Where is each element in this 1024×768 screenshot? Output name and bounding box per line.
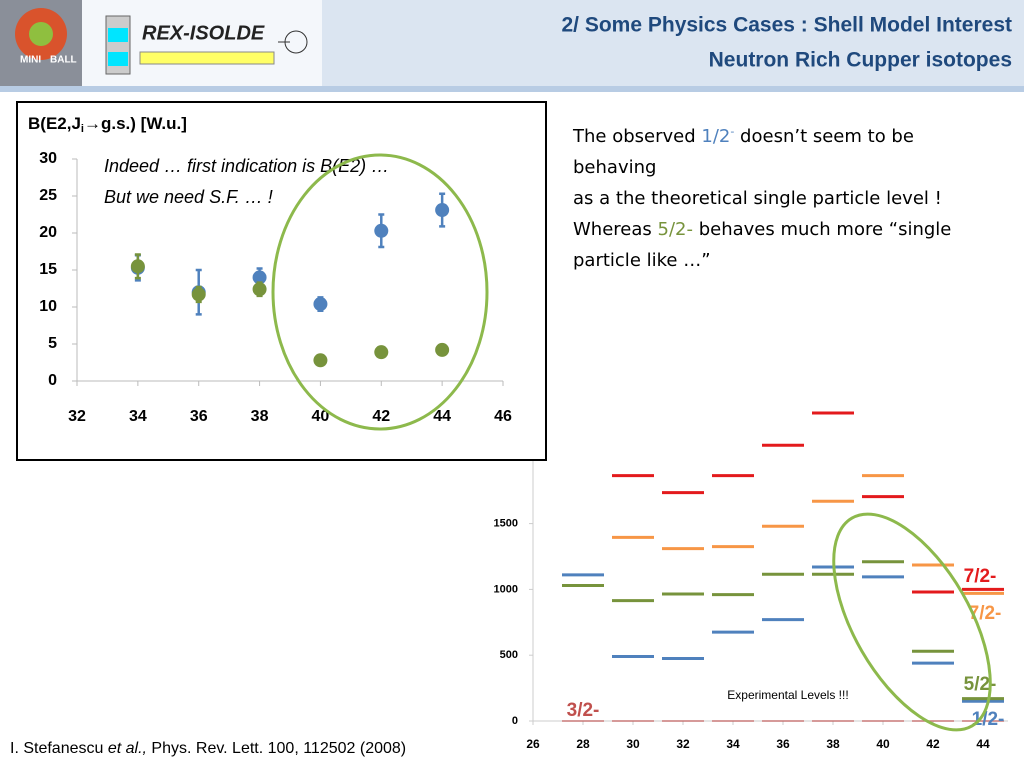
x-tick-label: 44: [433, 408, 451, 425]
be2-chart: 0 5 10 15 20 25 30 32 34 36 38 40 42 44 46: [39, 150, 512, 425]
citation: I. Stefanescu et al., Phys. Rev. Lett. 1…: [10, 740, 406, 758]
x-tick-label: 32: [676, 737, 690, 751]
y-tick-label: 0: [48, 372, 57, 389]
x-tick-label: 36: [776, 737, 790, 751]
data-point: [374, 345, 389, 360]
x-tick-label: 42: [372, 408, 390, 425]
x-tick-label: 38: [826, 737, 840, 751]
x-tick-label: 30: [626, 737, 640, 751]
y-tick-label: 1000: [494, 583, 518, 595]
text: The observed: [573, 126, 702, 147]
slide-title: Neutron Rich Cupper isotopes: [709, 49, 1012, 72]
text: behaving: [573, 157, 657, 178]
y-tick-label: 30: [39, 150, 57, 167]
legend-label: 7/2-: [964, 566, 997, 587]
level-chart: 0 500 1000 1500 26 28 30 32 34 36 38 40 42 44 3/2- 1/2-…: [494, 392, 1008, 751]
x-tick-label: 36: [190, 408, 208, 425]
x-tick-label: 46: [494, 408, 512, 425]
title-part: →g.s.) [W.u.]: [84, 114, 187, 133]
text: Phys. Rev. Lett. 100, 112502 (2008): [146, 740, 407, 757]
rex-block: [108, 52, 128, 66]
rex-linac: [139, 51, 275, 65]
rex-block: [108, 28, 128, 42]
y-tick-label: 20: [39, 224, 57, 241]
data-point: [313, 297, 328, 312]
y-tick-label: 15: [39, 261, 57, 278]
x-tick-label: 32: [68, 408, 86, 425]
rex-logo-text: REX-ISOLDE: [142, 22, 265, 44]
x-tick-label: 38: [251, 408, 269, 425]
chart-title: B(E2,Ji→g.s.) [W.u.]: [28, 114, 187, 134]
data-point: [191, 287, 206, 302]
data-point: [435, 342, 450, 357]
data-point: [252, 282, 267, 297]
miniball-text: MINI: [20, 55, 41, 66]
text-highlight: -: [730, 125, 735, 138]
text-highlight: 1/2: [701, 126, 731, 147]
data-point: [252, 270, 267, 285]
annotation: Indeed … first indication is B(E2) …: [104, 156, 389, 176]
legend-label: 1/2-: [972, 709, 1005, 730]
x-tick-label: 44: [976, 737, 990, 751]
miniball-text: BALL: [50, 55, 77, 66]
data-point: [435, 203, 450, 218]
x-tick-label: 26: [526, 737, 540, 751]
text: behaves much more “single: [692, 219, 952, 240]
text: particle like …”: [573, 250, 711, 271]
rex-target: [284, 30, 308, 54]
x-tick-label: 34: [726, 737, 740, 751]
chart-box: [16, 101, 547, 461]
y-tick-label: 25: [39, 187, 57, 204]
slide-title: 2/ Some Physics Cases : Shell Model Inte…: [561, 14, 1012, 37]
miniball-core: [29, 22, 53, 46]
header-stripe: [0, 86, 1024, 92]
annotation: Experimental Levels !!!: [727, 688, 848, 702]
annotation: But we need S.F. … !: [104, 187, 273, 207]
x-tick-label: 42: [926, 737, 940, 751]
data-point: [313, 353, 328, 368]
highlight-ellipse: [832, 512, 992, 732]
data-point: [130, 259, 145, 274]
text: as a the theoretical single particle lev…: [573, 188, 942, 209]
data-point: [374, 223, 389, 238]
x-tick-label: 34: [129, 408, 147, 425]
legend-label: 3/2-: [567, 700, 600, 721]
y-tick-label: 10: [39, 298, 57, 315]
title-sub: i: [81, 123, 84, 135]
text: I. Stefanescu: [10, 740, 108, 757]
highlight-ellipse: [271, 153, 489, 431]
text: doesn’t seem to be: [734, 126, 914, 147]
text: Whereas: [573, 219, 658, 240]
y-tick-label: 5: [48, 335, 57, 352]
title-part: B(E2,J: [28, 114, 81, 133]
x-tick-label: 40: [876, 737, 890, 751]
legend-label: 5/2-: [964, 674, 997, 695]
paragraph: The observed 1/2- doesn’t seem to be beha…: [573, 116, 951, 276]
y-tick-label: 1500: [494, 518, 518, 530]
y-tick-label: 500: [500, 649, 518, 661]
y-tick-label: 0: [512, 715, 518, 727]
x-tick-label: 40: [312, 408, 330, 425]
text-highlight: 5/2-: [657, 219, 693, 240]
x-tick-label: 28: [576, 737, 590, 751]
text: et al.,: [107, 740, 147, 757]
